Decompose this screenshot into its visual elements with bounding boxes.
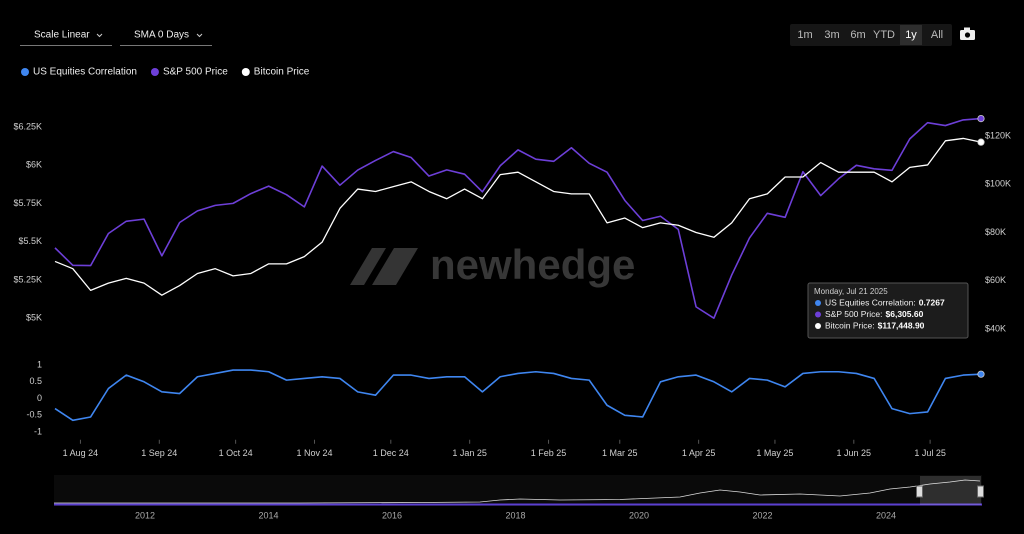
navigator-year: 2020 — [629, 510, 649, 520]
tooltip-value: 0.7267 — [919, 297, 945, 307]
dropdown-arrow — [196, 33, 203, 38]
navigator-handle[interactable] — [916, 485, 923, 498]
range-button[interactable]: 3m — [824, 29, 839, 41]
tooltip-label: S&P 500 Price: — [825, 309, 883, 319]
watermark-logo — [350, 248, 418, 285]
y-tick-label: 0 — [37, 393, 42, 403]
tooltip-label: US Equities Correlation: — [825, 297, 916, 307]
legend-label[interactable]: Bitcoin Price — [254, 67, 310, 78]
last-point — [977, 370, 985, 378]
legend: US Equities Correlation S&P 500 Price Bitc… — [21, 67, 310, 78]
y-tick-label: 1 — [37, 359, 42, 369]
x-tick-label: 1 Jul 25 — [914, 448, 946, 458]
x-tick-label: 1 Mar 25 — [602, 448, 638, 458]
navigator-year: 2018 — [505, 510, 525, 520]
y-tick-label: -0.5 — [26, 410, 42, 420]
tooltip: Monday, Jul 21 2025 US Equities Correlat… — [807, 282, 969, 339]
y-tick-label: 0.5 — [29, 376, 42, 386]
navigator-year: 2012 — [135, 510, 155, 520]
range-button[interactable]: 1m — [797, 29, 812, 41]
watermark: newhedge — [350, 241, 635, 288]
x-tick-label: 1 Dec 24 — [373, 448, 409, 458]
navigator-bg — [54, 475, 982, 506]
range-button[interactable]: All — [931, 29, 943, 41]
legend-dot — [241, 68, 250, 76]
x-tick-label: 1 Aug 24 — [63, 448, 99, 458]
range-button[interactable]: YTD — [873, 29, 895, 41]
x-tick-label: 1 May 25 — [756, 448, 793, 458]
x-tick-label: 1 Oct 24 — [219, 448, 253, 458]
navigator-selection[interactable] — [920, 476, 981, 505]
legend-dot — [21, 68, 29, 76]
y2-tick-label: $60K — [985, 275, 1006, 285]
navigator-year: 2016 — [382, 510, 402, 520]
y2-tick-label: $120K — [985, 130, 1011, 140]
tooltip-value: $6,305.60 — [886, 309, 924, 319]
series-line — [54, 369, 982, 422]
camera-lens — [964, 32, 971, 38]
series-line — [54, 117, 982, 319]
legend-label[interactable]: US Equities Correlation — [33, 67, 137, 78]
x-tick-label: 1 Jan 25 — [452, 448, 487, 458]
scale-dropdown[interactable]: Scale Linear — [34, 30, 90, 41]
sma-dropdown[interactable]: SMA 0 Days — [134, 30, 189, 41]
y-tick-label: $6K — [26, 160, 42, 170]
navigator-year: 2014 — [258, 510, 278, 520]
camera-icon[interactable] — [960, 27, 975, 41]
legend-dot — [150, 68, 159, 76]
y-tick-label: $5.5K — [18, 236, 42, 246]
range-active — [900, 25, 922, 45]
watermark-text: newhedge — [430, 241, 635, 288]
x-tick-label: 1 Jun 25 — [837, 448, 872, 458]
x-tick-label: 1 Apr 25 — [682, 448, 716, 458]
tooltip-label: Bitcoin Price: — [825, 320, 875, 330]
legend-label[interactable]: S&P 500 Price — [163, 67, 228, 78]
y2-tick-label: $80K — [985, 227, 1006, 237]
navigator: 2012 2014 2016 2018 2020 2022 2024 — [54, 475, 984, 520]
tooltip-dot — [815, 311, 821, 318]
navigator-year: 2022 — [752, 510, 772, 520]
navigator-year: 2024 — [876, 510, 896, 520]
tooltip-value: $117,448.90 — [878, 320, 925, 330]
tooltip-dot — [815, 300, 821, 306]
range-group — [790, 24, 952, 46]
series-line — [54, 137, 982, 296]
plot: $5K $5.25K $5.5K $5.75K $6K $6.25K $40K $60K $80… — [13, 115, 1011, 458]
navigator-handle[interactable] — [977, 485, 984, 498]
y-tick-label: $5K — [26, 313, 42, 323]
last-point — [977, 138, 985, 146]
x-tick-label: 1 Sep 24 — [141, 448, 177, 458]
y2-tick-label: $100K — [985, 179, 1011, 189]
navigator-years: 2012 2014 2016 2018 2020 2022 2024 — [135, 510, 896, 520]
x-tick-label: 1 Nov 24 — [296, 448, 332, 458]
x-tick-label: 1 Feb 25 — [531, 448, 567, 458]
y-tick-label: $6.25K — [13, 121, 42, 131]
range-buttons: 1m 3m 6m YTD 1y All — [797, 25, 943, 45]
dropdown-arrow — [96, 33, 103, 38]
y-tick-label: $5.75K — [13, 198, 42, 208]
range-button[interactable]: 1y — [905, 29, 917, 41]
y2-tick-label: $40K — [985, 323, 1006, 333]
y-tick-label: -1 — [34, 426, 42, 436]
y-tick-label: $5.25K — [13, 274, 42, 284]
last-point — [977, 115, 985, 123]
tooltip-date: Monday, Jul 21 2025 — [814, 287, 888, 296]
range-button[interactable]: 6m — [850, 29, 865, 41]
tooltip-box — [807, 282, 969, 339]
camera-top — [964, 27, 970, 31]
tooltip-dot — [815, 323, 821, 329]
